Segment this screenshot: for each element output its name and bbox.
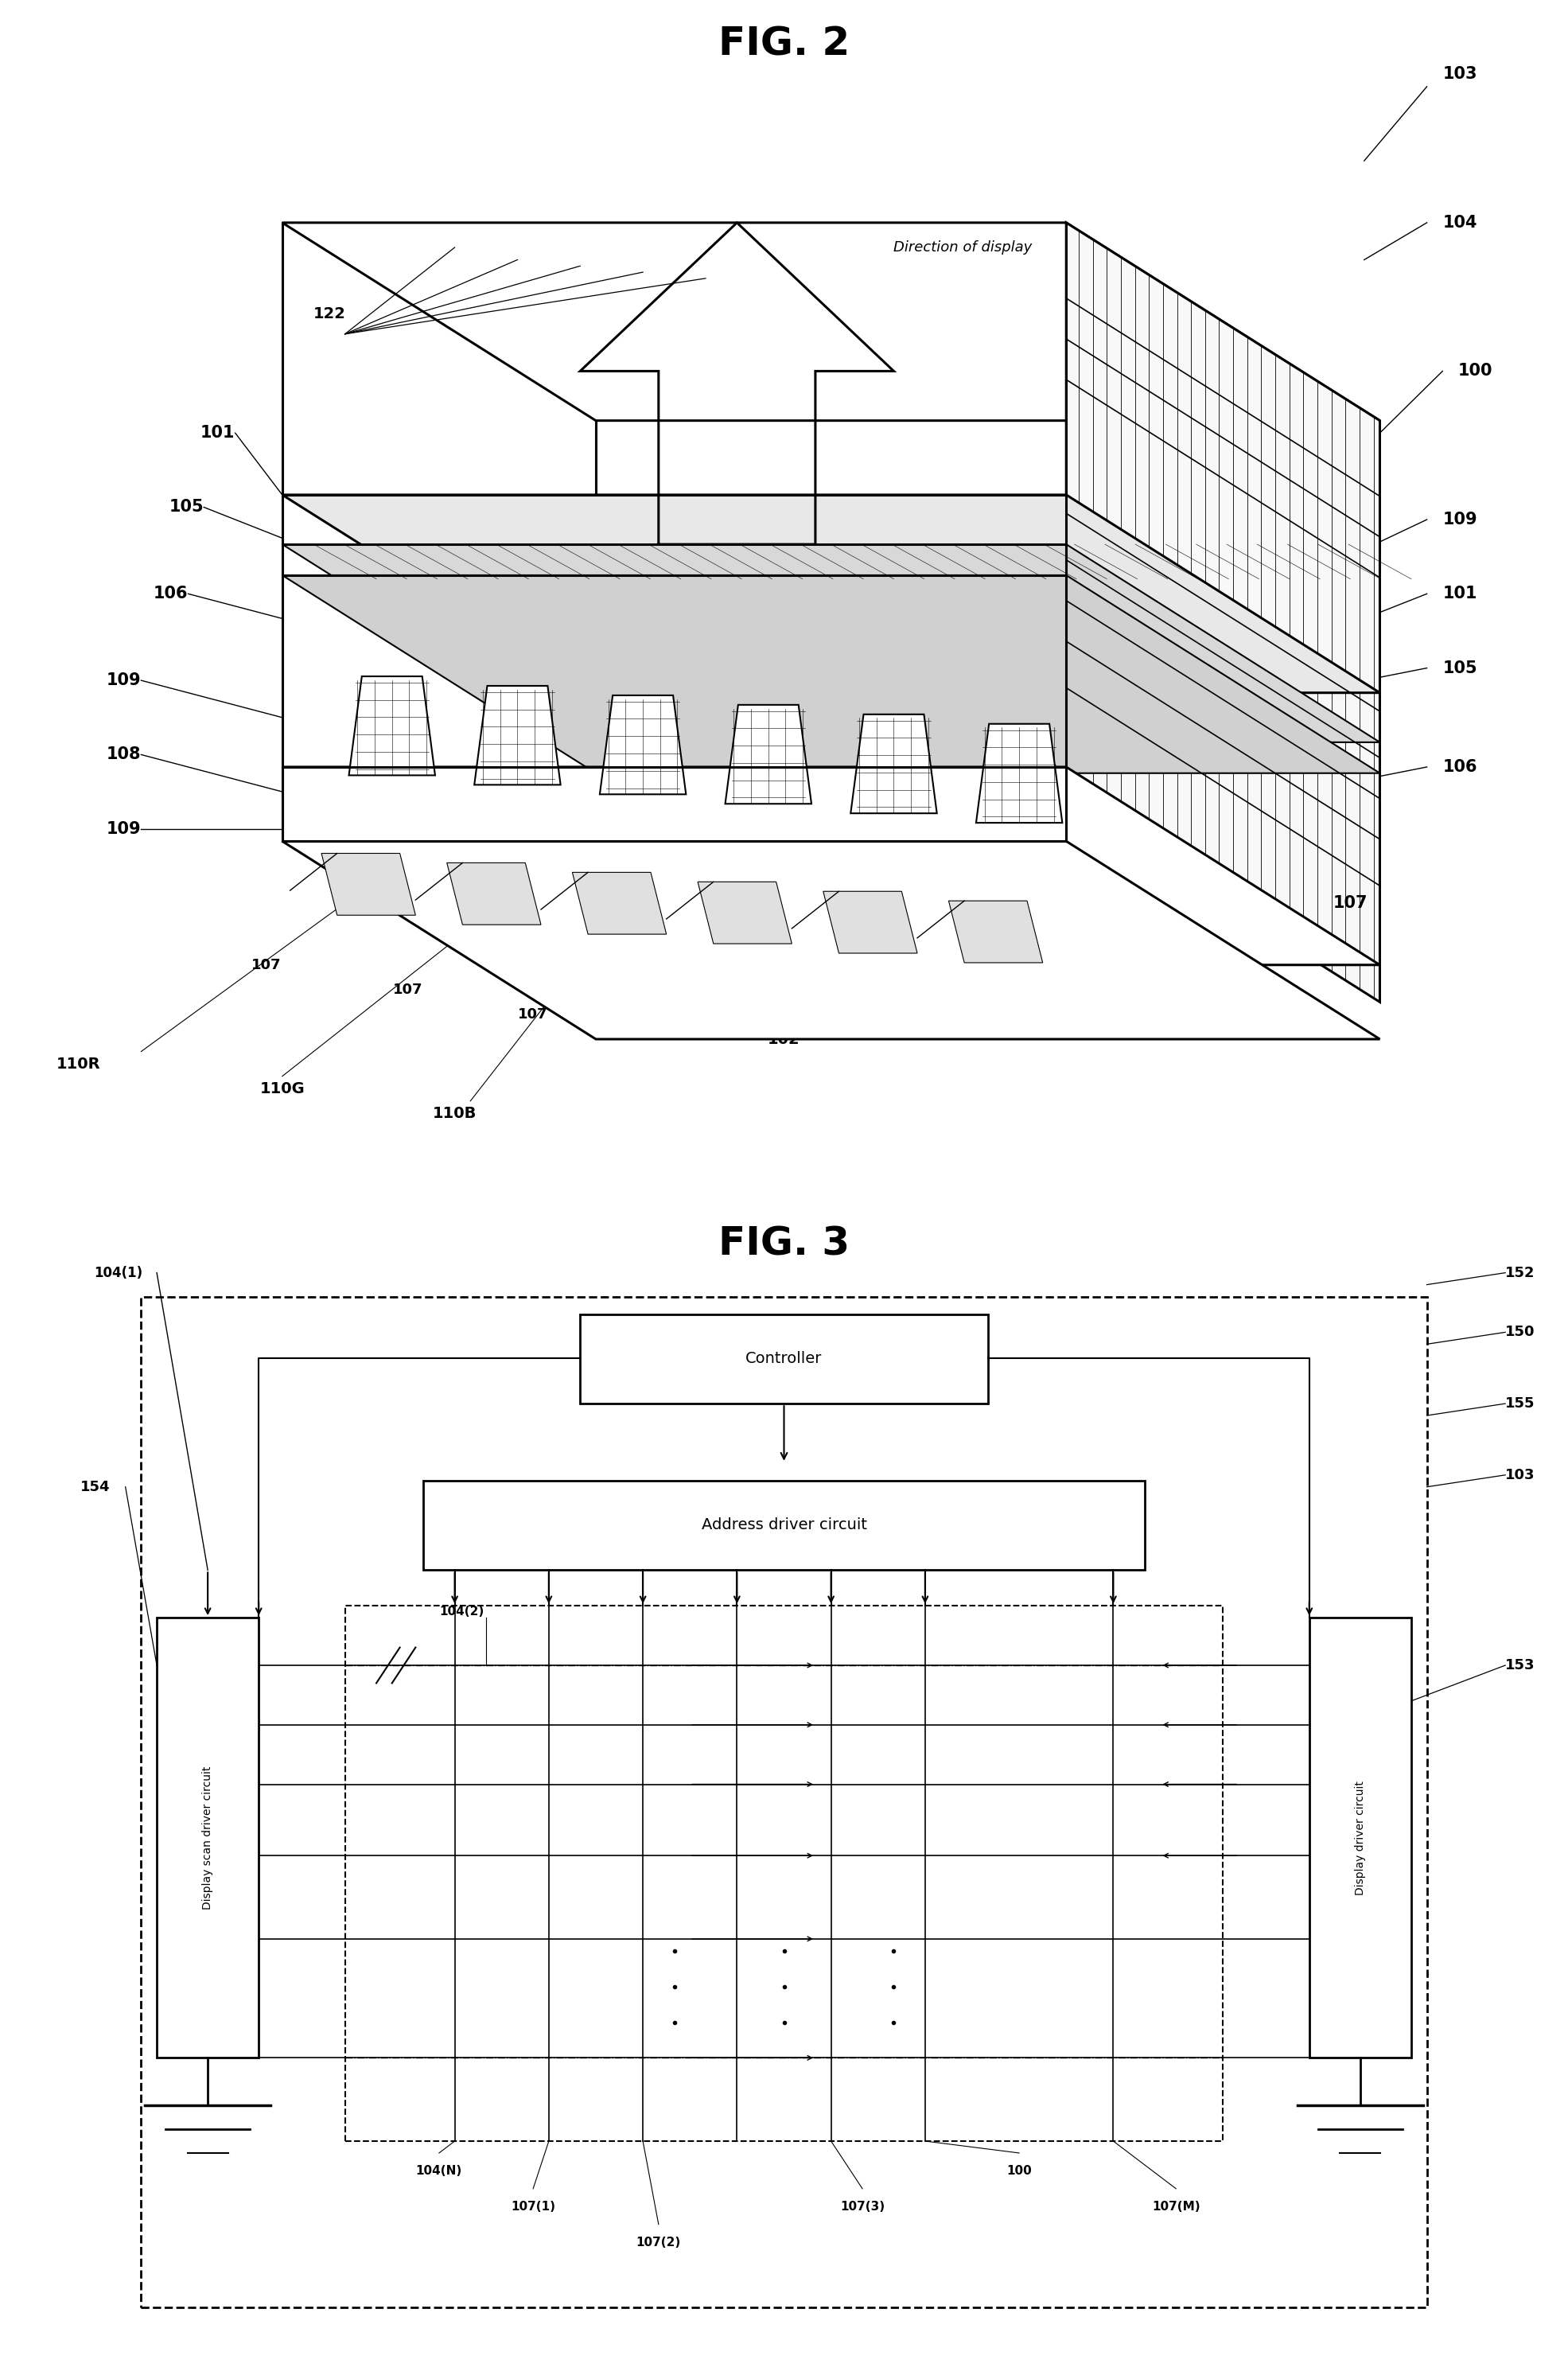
Polygon shape (321, 854, 416, 916)
Text: Address driver circuit: Address driver circuit (701, 1518, 867, 1532)
Bar (345, 1606, 1223, 2141)
Text: 107: 107 (1333, 895, 1367, 911)
Polygon shape (282, 842, 1380, 1040)
Text: 103: 103 (1505, 1468, 1535, 1482)
Text: FIG. 3: FIG. 3 (718, 1225, 850, 1263)
Text: 107(2): 107(2) (637, 2236, 681, 2248)
Text: 103: 103 (1443, 67, 1477, 83)
Text: 153: 153 (1505, 1658, 1535, 1672)
Text: 107(M): 107(M) (1152, 2201, 1200, 2212)
Polygon shape (698, 883, 792, 944)
FancyBboxPatch shape (1309, 1618, 1411, 2058)
Text: 108: 108 (107, 747, 141, 764)
Polygon shape (975, 723, 1063, 823)
Text: 104(1): 104(1) (94, 1266, 143, 1280)
Polygon shape (282, 766, 1380, 966)
Polygon shape (850, 714, 936, 814)
Text: Display scan driver circuit: Display scan driver circuit (202, 1765, 213, 1910)
Text: 150: 150 (1505, 1325, 1535, 1339)
Text: 107(1): 107(1) (511, 2201, 555, 2212)
Polygon shape (282, 576, 1380, 773)
Text: 154: 154 (80, 1480, 110, 1494)
Text: 110R: 110R (56, 1056, 100, 1071)
Polygon shape (572, 873, 666, 935)
Text: 101: 101 (201, 426, 235, 440)
Text: 100: 100 (1007, 2165, 1032, 2177)
Text: 106: 106 (1443, 759, 1477, 776)
Text: 105: 105 (169, 500, 204, 516)
Bar (141, 1297, 1427, 2308)
Text: 107: 107 (251, 959, 282, 973)
Text: FIG. 2: FIG. 2 (718, 24, 850, 62)
Polygon shape (599, 695, 687, 795)
Text: 109: 109 (1443, 511, 1477, 528)
Polygon shape (282, 495, 1380, 692)
Text: Direction of display: Direction of display (894, 240, 1032, 255)
Text: 110B: 110B (433, 1106, 477, 1121)
Text: Display driver circuit: Display driver circuit (1355, 1779, 1366, 1896)
Text: 110G: 110G (260, 1080, 304, 1097)
Polygon shape (823, 892, 917, 954)
Text: 107: 107 (517, 1006, 549, 1021)
FancyBboxPatch shape (580, 1313, 988, 1404)
Polygon shape (282, 224, 1380, 421)
Polygon shape (348, 676, 436, 776)
Text: Controller: Controller (746, 1351, 822, 1366)
Polygon shape (447, 864, 541, 925)
Text: 105: 105 (1443, 659, 1477, 676)
Text: 155: 155 (1505, 1396, 1535, 1411)
Text: 106: 106 (154, 585, 188, 602)
Text: 104(2): 104(2) (439, 1606, 485, 1618)
Text: 100: 100 (1458, 364, 1493, 378)
FancyBboxPatch shape (423, 1480, 1145, 1570)
Text: 152: 152 (1505, 1266, 1535, 1280)
Polygon shape (474, 685, 561, 785)
Polygon shape (282, 545, 1380, 742)
Text: 107: 107 (392, 983, 423, 997)
FancyBboxPatch shape (157, 1618, 259, 2058)
Text: 122: 122 (314, 307, 345, 321)
Text: 102: 102 (768, 1032, 800, 1047)
Text: 104: 104 (1443, 214, 1477, 231)
Text: 101: 101 (1443, 585, 1477, 602)
Polygon shape (949, 902, 1043, 963)
Polygon shape (724, 704, 812, 804)
Text: 109: 109 (107, 821, 141, 837)
Text: 109: 109 (107, 673, 141, 688)
Text: 104(N): 104(N) (416, 2165, 463, 2177)
Polygon shape (1066, 224, 1380, 1002)
Polygon shape (282, 766, 1066, 842)
Text: 107(3): 107(3) (840, 2201, 884, 2212)
